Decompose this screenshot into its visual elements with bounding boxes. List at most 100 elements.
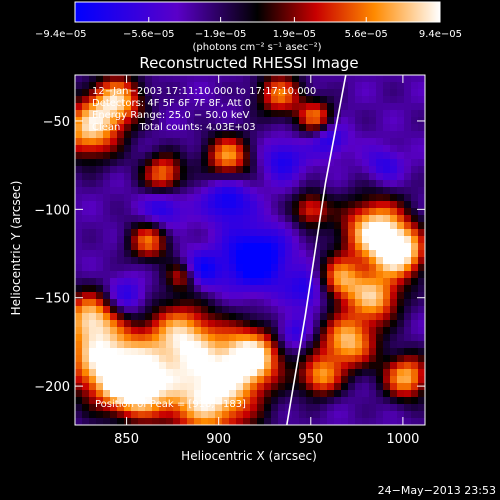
heatmap-cell [411,411,419,419]
heatmap-cell [313,110,321,118]
heatmap-cell [243,138,251,146]
heatmap-cell [96,166,104,174]
heatmap-cell [355,124,363,132]
heatmap-cell [215,166,223,174]
heatmap-cell [103,341,111,349]
heatmap-cell [369,131,377,139]
heatmap-cell [292,348,300,356]
heatmap-cell [117,131,125,139]
heatmap-cell [250,159,258,167]
heatmap-cell [145,208,153,216]
heatmap-cell [292,250,300,258]
heatmap-cell [110,187,118,195]
heatmap-cell [313,411,321,419]
heatmap-cell [117,236,125,244]
heatmap-cell [75,229,83,237]
heatmap-cell [89,390,97,398]
heatmap-cell [243,152,251,160]
heatmap-cell [355,320,363,328]
heatmap-cell [383,131,391,139]
heatmap-cell [250,208,258,216]
heatmap-cell [166,222,174,230]
heatmap-cell [180,271,188,279]
heatmap-cell [278,320,286,328]
heatmap-cell [418,271,426,279]
heatmap-cell [292,159,300,167]
heatmap-cell [82,250,90,258]
heatmap-cell [124,145,132,153]
heatmap-cell [103,145,111,153]
heatmap-cell [362,82,370,90]
heatmap-cell [306,257,314,265]
heatmap-cell [75,82,83,90]
heatmap-cell [362,138,370,146]
heatmap-cell [75,215,83,223]
heatmap-cell [362,201,370,209]
heatmap-cell [390,82,398,90]
heatmap-cell [306,411,314,419]
heatmap-cell [117,376,125,384]
heatmap-cell [411,180,419,188]
heatmap-cell [369,320,377,328]
heatmap-cell [117,285,125,293]
heatmap-cell [285,278,293,286]
heatmap-cell [390,264,398,272]
heatmap-cell [397,180,405,188]
heatmap-cell [355,201,363,209]
heatmap-cell [404,411,412,419]
heatmap-cell [89,222,97,230]
heatmap-cell [264,404,272,412]
heatmap-cell [411,138,419,146]
heatmap-cell [313,376,321,384]
heatmap-cell [383,208,391,216]
heatmap-cell [215,180,223,188]
heatmap-cell [236,411,244,419]
heatmap-cell [194,82,202,90]
heatmap-cell [180,152,188,160]
heatmap-cell [390,397,398,405]
heatmap-cell [103,194,111,202]
heatmap-cell [390,103,398,111]
heatmap-cell [320,250,328,258]
heatmap-cell [117,145,125,153]
heatmap-cell [75,334,83,342]
heatmap-cell [96,341,104,349]
colorbar-tick-label: −1.9e−05 [195,29,247,40]
heatmap-cell [201,327,209,335]
heatmap-cell [180,313,188,321]
heatmap-cell [103,362,111,370]
heatmap-cell [152,334,160,342]
heatmap-cell [208,222,216,230]
heatmap-cell [96,271,104,279]
heatmap-cell [229,236,237,244]
heatmap-cell [89,229,97,237]
heatmap-cell [152,229,160,237]
heatmap-cell [166,292,174,300]
heatmap-cell [250,180,258,188]
heatmap-cell [208,278,216,286]
heatmap-cell [376,320,384,328]
heatmap-cell [110,159,118,167]
heatmap-cell [145,313,153,321]
heatmap-cell [355,89,363,97]
heatmap-cell [376,159,384,167]
heatmap-cell [236,243,244,251]
heatmap-cell [124,348,132,356]
heatmap-cell [250,390,258,398]
heatmap-cell [173,348,181,356]
heatmap-cell [334,166,342,174]
heatmap-cell [320,201,328,209]
heatmap-cell [285,264,293,272]
heatmap-cell [383,292,391,300]
heatmap-cell [376,138,384,146]
heatmap-cell [299,103,307,111]
heatmap-cell [138,383,146,391]
heatmap-cell [334,194,342,202]
heatmap-cell [397,271,405,279]
heatmap-cell [390,173,398,181]
heatmap-cell [313,341,321,349]
heatmap-cell [383,75,391,83]
heatmap-cell [257,208,265,216]
heatmap-cell [264,390,272,398]
heatmap-cell [180,96,188,104]
